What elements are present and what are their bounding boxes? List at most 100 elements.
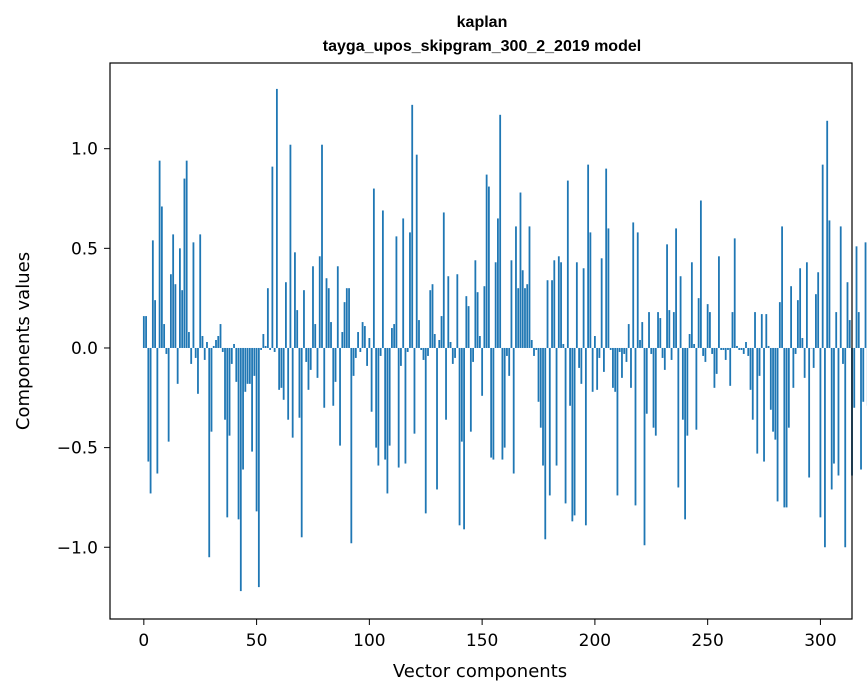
bar [370, 347, 373, 412]
bar [709, 312, 711, 348]
bar [614, 347, 617, 392]
bar [857, 312, 860, 348]
bar [179, 248, 181, 348]
bar [503, 347, 506, 448]
bar [307, 347, 310, 390]
x-tick-label: 150 [466, 631, 498, 651]
bar [451, 347, 454, 364]
bar [158, 160, 161, 348]
bar [587, 164, 590, 348]
bar [704, 347, 707, 362]
bar [546, 280, 549, 348]
bar [142, 316, 145, 348]
bar [539, 347, 542, 428]
bar [474, 260, 477, 348]
bar [395, 236, 398, 348]
bar [745, 342, 747, 348]
bar [517, 288, 520, 348]
bar [458, 347, 461, 526]
bar [246, 347, 249, 384]
bar [666, 244, 668, 348]
bar [693, 343, 696, 348]
bar [801, 338, 804, 348]
bar [772, 347, 774, 432]
bar [724, 347, 727, 360]
bar [221, 347, 224, 352]
bar [280, 347, 283, 388]
bar [172, 234, 175, 348]
bar [657, 312, 659, 348]
bar [266, 288, 269, 348]
bar [557, 256, 560, 348]
bar [465, 296, 468, 348]
bar [860, 347, 862, 470]
bar [815, 294, 817, 348]
bar [467, 306, 470, 348]
bar [188, 332, 190, 348]
bar [805, 262, 808, 348]
y-axis-ticks: −1.0 −0.5 0.0 0.5 1.0 [57, 140, 110, 558]
bar [442, 212, 445, 348]
bar [314, 324, 317, 348]
bar [670, 347, 673, 360]
bar [837, 347, 840, 476]
bar [391, 328, 393, 348]
bar [584, 347, 587, 526]
bar [183, 178, 186, 348]
bar [273, 347, 276, 352]
bar [605, 168, 608, 348]
bar [738, 347, 741, 350]
bar [774, 347, 777, 440]
bar [729, 347, 732, 386]
bar [463, 347, 465, 530]
bar [325, 278, 328, 348]
bar [722, 347, 725, 350]
bar [492, 347, 495, 460]
bar [420, 347, 423, 350]
bar [388, 347, 391, 446]
bar [794, 347, 797, 354]
bar [855, 246, 858, 348]
bar [237, 347, 240, 520]
bar [427, 347, 429, 356]
bar [253, 347, 256, 376]
bar [298, 347, 301, 418]
bar [174, 284, 177, 348]
bar [400, 347, 402, 366]
bar [282, 347, 285, 400]
bar [643, 347, 646, 546]
bar [397, 347, 400, 468]
bar [767, 345, 770, 348]
bar [690, 262, 693, 348]
bar [781, 226, 783, 348]
bar [731, 312, 734, 348]
bar [864, 242, 867, 348]
bar [600, 258, 603, 348]
bar [675, 228, 677, 348]
bar [616, 347, 619, 496]
bar [289, 144, 292, 348]
bar [609, 347, 612, 350]
bar [244, 347, 247, 392]
bar [515, 226, 517, 348]
bar [300, 347, 303, 538]
bar [652, 347, 655, 428]
x-tick-label: 50 [246, 631, 268, 651]
bar [472, 347, 474, 362]
bar [506, 347, 508, 356]
bar [699, 200, 702, 348]
bar [271, 166, 274, 348]
bar [375, 347, 378, 448]
bar [210, 347, 213, 432]
x-tick-label: 200 [579, 631, 611, 651]
bar [501, 347, 504, 460]
bar [508, 347, 511, 376]
bar [291, 347, 294, 438]
bar [242, 347, 244, 470]
bar [418, 320, 420, 348]
bar [497, 218, 499, 348]
bar [821, 164, 824, 348]
bar [190, 347, 193, 364]
bar [294, 252, 296, 348]
